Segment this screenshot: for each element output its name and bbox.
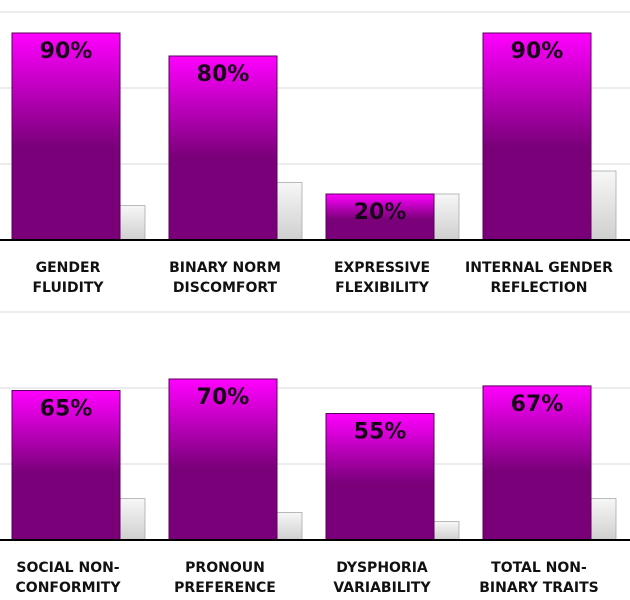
baseline-bar: [433, 521, 460, 541]
category-label: BINARY NORM DISCOMFORT: [169, 260, 281, 296]
score-bar: [325, 413, 435, 541]
bar-value-label: 70%: [197, 385, 250, 410]
score-bar: [168, 55, 278, 241]
score-bar: [325, 193, 435, 241]
bar-value-label: 90%: [40, 39, 93, 64]
score-bar: [168, 378, 278, 541]
bar-value-label: 55%: [354, 420, 407, 445]
bar-value-label: 80%: [197, 62, 250, 87]
category-label: EXPRESSIVE FLEXIBILITY: [334, 260, 430, 296]
baseline-bar: [119, 498, 146, 541]
bar-value-label: 90%: [511, 39, 564, 64]
chart-panel-bottom: 65% SOCIAL NON-CONFORMITY 70% PRONOUN PREFER…: [0, 311, 630, 596]
category-label: DYSPHORIA VARIABILITY: [333, 560, 431, 596]
bar-value-label: 20%: [354, 200, 407, 225]
score-bar: [482, 32, 592, 241]
score-bar: [11, 390, 121, 541]
category-label: PRONOUN PREFERENCE: [174, 560, 276, 596]
category-label: SOCIAL NON-CONFORMITY: [16, 560, 122, 596]
score-bar: [482, 385, 592, 541]
category-label: INTERNAL GENDER REFLECTION: [465, 260, 613, 296]
baseline-bar: [276, 182, 303, 241]
baseline-bar: [433, 193, 460, 241]
bar-value-label: 65%: [40, 397, 93, 422]
category-label: GENDER FLUIDITY: [32, 260, 104, 296]
baseline-bar: [276, 512, 303, 541]
bar-value-label: 67%: [511, 392, 564, 417]
baseline-bar: [590, 170, 617, 241]
baseline-bar: [119, 205, 146, 241]
chart-panel-top: 90% GENDER FLUIDITY 80% BINARY NORM DISCOMFOR…: [0, 11, 630, 296]
score-bar: [11, 32, 121, 241]
category-label: TOTAL NON-BINARY TRAITS: [479, 560, 598, 596]
baseline-bar: [590, 498, 617, 541]
